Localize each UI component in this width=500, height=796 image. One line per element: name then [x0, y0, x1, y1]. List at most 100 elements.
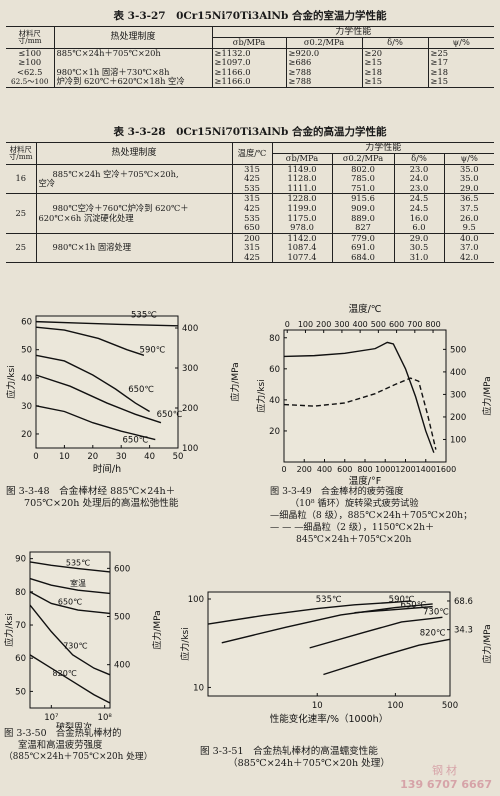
curve-label: 820℃: [420, 628, 446, 638]
t28-s02: 827: [332, 223, 394, 233]
t28-header-sb: σb/MPa: [272, 154, 332, 165]
x-axis-title-bottom: 温度/°F: [349, 475, 381, 486]
x-tick-label: 10: [59, 452, 70, 462]
t28-size: 16: [6, 164, 36, 194]
y-tick-label-left: 30: [21, 402, 32, 412]
x-tick-label: 10: [312, 701, 323, 711]
x-tick-label-bottom: 800: [357, 465, 372, 474]
plot-area: [30, 552, 110, 708]
t27-s02: ≥788: [286, 77, 362, 87]
x-tick-label-top: 400: [352, 320, 367, 329]
fig-49-caption-line: （10⁸ 循环）旋转梁式疲劳试验: [270, 498, 498, 510]
x-tick-label: 30: [116, 452, 127, 462]
fig-49-caption-line: 845℃×24h＋705℃×20h: [270, 534, 498, 546]
t28-header-delta: δ/%: [394, 154, 444, 165]
x-axis-title: 性能变化速率/%（1000h）: [270, 713, 388, 725]
fig-51-creep-chart: 10 100 5001010034.368.6535℃ 590℃650℃730℃820…: [172, 574, 500, 742]
table-row: 62.5～100 炉冷到 620℃＋620℃×18h 空冷 ≥1166.0 ≥7…: [6, 77, 494, 87]
curve-label: 730℃: [63, 641, 87, 650]
curve-label: 535℃: [316, 595, 342, 605]
t28-delta: 31.0: [394, 253, 444, 263]
t28-header-psi: ψ/%: [444, 154, 494, 165]
t27-header-delta: δ/%: [362, 38, 428, 49]
curve-label: 650℃: [123, 435, 149, 445]
y-tick-label-left: 80: [269, 334, 280, 344]
t28-header-heat: 热处理制度: [36, 143, 232, 165]
x-tick-label-top: 0: [285, 320, 290, 329]
t28-header-s02: σ0.2/MPa: [332, 154, 394, 165]
t28-temp: 650: [232, 223, 272, 233]
fig-50-caption-line: 室温和高温疲劳强度: [4, 740, 174, 752]
fig-49-caption-line: 图 3-3-49 合金棒材的疲劳强度: [270, 486, 498, 498]
t28-sb: 1111.0: [272, 184, 332, 194]
x-tick-label-bottom: 200: [297, 465, 312, 474]
x-tick-label-bottom: 1400: [416, 465, 436, 474]
t28-temp: 425: [232, 253, 272, 263]
t27-header-psi: ψ/%: [428, 38, 494, 49]
t28-size: 25: [6, 194, 36, 233]
t28-s02: 684.0: [332, 253, 394, 263]
fig-49-fatigue-chart: 0 200 400 600 800 1000 1200 1400 16000 100 200 300 4…: [250, 298, 500, 486]
x-axis-title-top: 温度/℃: [349, 303, 382, 315]
y-axis-title-left: 应力/ksi: [5, 365, 17, 398]
fig-48-relaxation-chart: 0 10 20 30 40 50 20 30 40 50 60 100 200 300 400 535℃ 590…: [0, 298, 250, 486]
watermark-phone: 139 6707 6667: [400, 778, 492, 791]
x-tick-label-top: 700: [407, 320, 422, 329]
x-tick-label-top: 300: [334, 320, 349, 329]
t28-delta: 23.0: [394, 184, 444, 194]
y-tick-label-right: 68.6: [454, 597, 473, 607]
y-tick-label-left: 70: [15, 621, 26, 631]
y-tick-label-right: 500: [450, 345, 466, 355]
y-axis-title-right: 应力/MPa: [229, 362, 241, 401]
t27-size: <62.5: [6, 68, 54, 78]
x-tick-label: 0: [33, 452, 38, 462]
x-tick-label-bottom: 1200: [395, 465, 415, 474]
t28-psi: 9.5: [444, 223, 494, 233]
y-tick-label-right: 500: [114, 613, 130, 623]
t27-psi: ≥15: [428, 77, 494, 87]
x-axis-title: 破裂周次: [56, 721, 92, 728]
table-27: 材料尺寸/mm 热处理制度 力学性能 σb/MPa σ0.2/MPa δ/% ψ…: [6, 26, 494, 88]
y-tick-label-left: 100: [188, 595, 204, 605]
watermark-text: 钢材: [432, 762, 460, 778]
fig-50-caption: 图 3-3-50 合金热轧棒材的 室温和高温疲劳强度 （885℃×24h＋705…: [4, 728, 174, 762]
fig-48-caption-line: 图 3-3-48 合金棒材经 885℃×24h＋: [6, 486, 250, 498]
y-axis-title-right: 应力/MPa: [481, 624, 493, 663]
y-tick-label-left: 40: [269, 396, 280, 406]
y-tick-label-right: 200: [182, 404, 198, 414]
x-tick-label-top: 200: [316, 320, 331, 329]
t28-header-mech: 力学性能: [272, 143, 494, 154]
y-axis-title-left: 应力/ksi: [255, 379, 267, 412]
y-tick-label-left: 20: [269, 427, 280, 437]
t27-header-mech: 力学性能: [212, 27, 494, 38]
fig-49-caption-line: — — —细晶粒（2 级），1150℃×2h＋: [270, 522, 498, 534]
curve-label: 650℃: [157, 410, 183, 420]
t27-sb: ≥1166.0: [212, 77, 286, 87]
y-tick-label-left: 50: [21, 346, 32, 356]
fig-50-caption-line: 图 3-3-50 合金热轧棒材的: [4, 728, 174, 740]
x-tick-label: 10⁸: [98, 713, 113, 723]
x-tick-label-bottom: 1600: [436, 465, 456, 474]
table-27-caption: 表 3-3-27 0Cr15Ni70Ti3AlNb 合金的室温力学性能: [0, 8, 500, 23]
y-tick-label-right: 300: [450, 390, 466, 400]
y-tick-label-right: 34.3: [454, 626, 473, 636]
fig-50-fatigue-chart: 10⁷ 10⁸5060708090400500600535℃室温650℃730℃8…: [0, 544, 170, 728]
curve-label: 535℃: [131, 311, 157, 321]
fig-48-caption: 图 3-3-48 合金棒材经 885℃×24h＋ 705℃×20h 处理后的高温…: [6, 486, 250, 511]
fig-49-caption: 图 3-3-49 合金棒材的疲劳强度 （10⁸ 循环）旋转梁式疲劳试验 —细晶粒…: [270, 486, 498, 546]
t28-sb: 1077.4: [272, 253, 332, 263]
x-tick-label: 100: [387, 701, 403, 711]
t27-header-size: 材料尺寸/mm: [6, 27, 54, 49]
y-tick-label-right: 400: [182, 324, 198, 334]
curve-label: 535℃: [66, 559, 90, 568]
x-tick-label: 500: [442, 701, 458, 711]
x-tick-label-bottom: 600: [337, 465, 352, 474]
curve-label: 室温: [70, 578, 86, 588]
x-tick-label: 40: [144, 452, 155, 462]
t28-psi: 42.0: [444, 253, 494, 263]
x-tick-label-top: 600: [389, 320, 404, 329]
y-tick-label-right: 100: [450, 435, 466, 445]
curve-label: 730℃: [423, 607, 449, 617]
y-axis-title-right: 应力/MPa: [151, 610, 163, 649]
t28-heat: 980℃空冷＋760℃炉冷到 620℃＋ 620℃×6h 沉淀硬化处理: [36, 194, 232, 233]
